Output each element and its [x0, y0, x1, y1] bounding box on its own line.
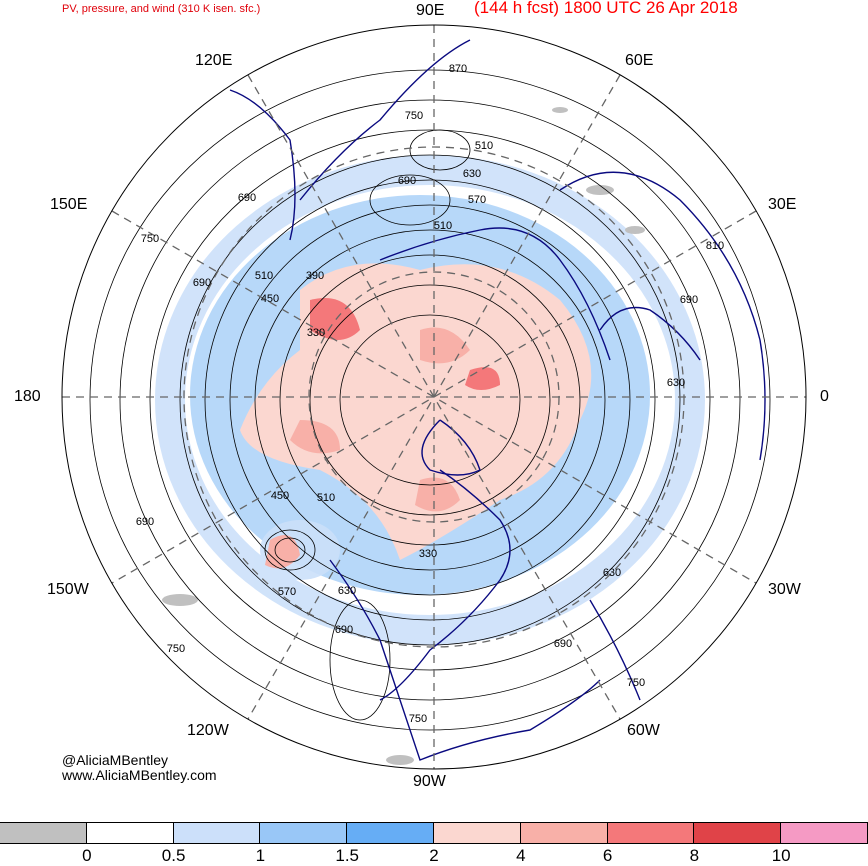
lon-label-60e: 60E	[625, 52, 654, 69]
colorbar-segment	[172, 822, 261, 844]
colorbar-tick-label: 2	[429, 846, 439, 865]
lon-label-150e: 150E	[50, 196, 88, 213]
credit-twitter: @AliciaMBentley	[62, 752, 169, 768]
contour-label: 870	[449, 63, 467, 75]
pv-colorbar	[0, 822, 868, 844]
contour-label: 750	[167, 643, 185, 655]
contour-label: 690	[398, 175, 416, 187]
lon-label-120w: 120W	[187, 722, 229, 739]
credit-website: www.AliciaMBentley.com	[62, 767, 217, 783]
colorbar-tick-label: 4	[516, 846, 526, 865]
colorbar-segment	[606, 822, 695, 844]
contour-label: 750	[409, 713, 427, 725]
contour-label: 690	[680, 294, 698, 306]
polar-map: 870 750 510 630 690 570 510 690 390 450 510 330 750 6…	[61, 24, 807, 770]
map-border	[61, 24, 807, 770]
contour-label: 510	[475, 140, 493, 152]
contour-label: 690	[554, 638, 572, 650]
contour-label: 750	[627, 677, 645, 689]
colorbar-segment	[519, 822, 608, 844]
lon-label-60w: 60W	[627, 722, 660, 739]
contour-label: 630	[667, 377, 685, 389]
map-subtitle: PV, pressure, and wind (310 K isen. sfc.…	[62, 3, 261, 15]
colorbar-segment	[432, 822, 521, 844]
pv-red-shading	[240, 263, 592, 569]
map-title: (144 h fcst) 1800 UTC 26 Apr 2018	[474, 0, 738, 17]
contour-label: 630	[603, 567, 621, 579]
contour-label: 570	[278, 586, 296, 598]
contour-label: 330	[419, 548, 437, 560]
contour-label: 750	[405, 110, 423, 122]
colorbar-tick-label: 1	[255, 846, 266, 865]
contour-label: 750	[141, 233, 159, 245]
colorbar-segment	[693, 822, 782, 844]
lon-label-90w: 90W	[413, 773, 446, 790]
contour-label: 450	[261, 293, 279, 305]
contour-label: 630	[338, 585, 356, 597]
lon-label-180: 180	[14, 388, 41, 405]
colorbar-tick-label: 1.5	[335, 846, 360, 865]
contour-label: 630	[463, 168, 481, 180]
pressure-contours	[89, 69, 771, 731]
contour-label: 510	[317, 492, 335, 504]
colorbar-tick-label: 8	[689, 846, 700, 865]
colorbar-segment	[85, 822, 174, 844]
contour-label: 510	[434, 220, 452, 232]
contour-label: 450	[271, 490, 289, 502]
contour-label: 510	[255, 270, 273, 282]
lon-label-30e: 30E	[768, 196, 797, 213]
lon-label-90e: 90E	[416, 2, 445, 19]
contour-label: 390	[306, 270, 324, 282]
lon-label-30w: 30W	[768, 581, 801, 598]
colorbar-tick-label: 10	[771, 846, 791, 865]
graticule	[62, 25, 806, 769]
coastlines	[229, 39, 766, 761]
colorbar-segment	[0, 822, 87, 844]
contour-label: 570	[468, 194, 486, 206]
contour-label: 690	[238, 192, 256, 204]
colorbar-tick-label: 6	[602, 846, 613, 865]
lon-label-150w: 150W	[47, 581, 89, 598]
pv-gray-shading	[162, 107, 645, 765]
colorbar-tick-label: 0.5	[161, 846, 186, 865]
contour-label: 690	[193, 277, 211, 289]
contour-labels: 870 750 510 630 690 570 510 690 390 450 510 330 750 6…	[136, 63, 724, 725]
map-disk	[62, 25, 806, 769]
colorbar-segment	[259, 822, 348, 844]
contour-label: 330	[307, 327, 325, 339]
colorbar-segment	[780, 822, 868, 844]
colorbar-segment	[346, 822, 434, 844]
contour-label: 690	[335, 624, 353, 636]
contour-label: 690	[136, 516, 154, 528]
lon-label-0: 0	[820, 388, 829, 405]
contour-label: 810	[706, 240, 724, 252]
colorbar-tick-label: 0	[82, 846, 92, 865]
lon-label-120e: 120E	[195, 52, 233, 69]
